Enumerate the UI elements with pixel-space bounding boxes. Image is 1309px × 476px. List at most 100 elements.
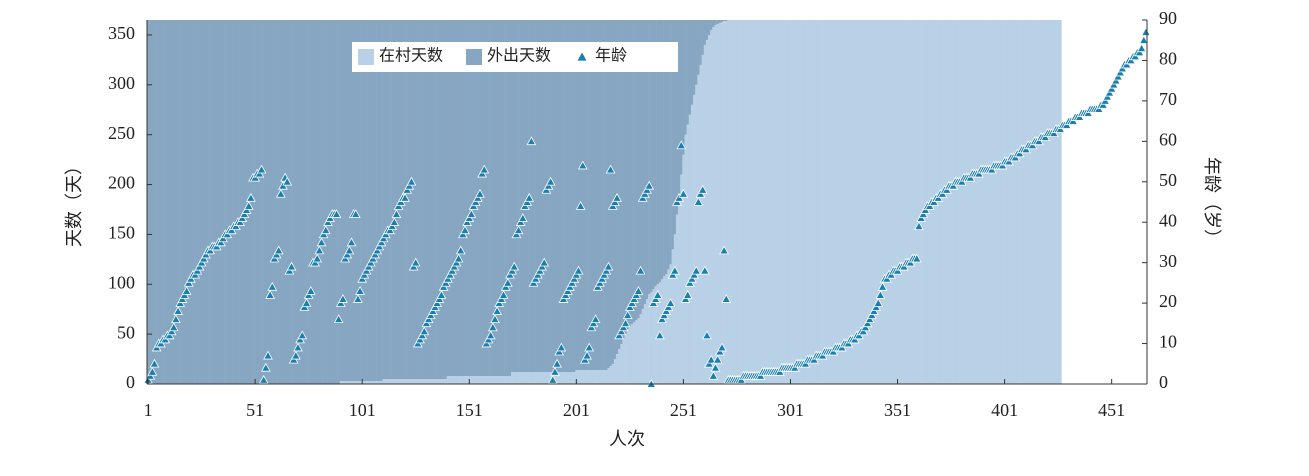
bar [575, 370, 578, 384]
bar [924, 20, 927, 384]
bar [990, 20, 994, 384]
bar [881, 20, 884, 384]
bar [1046, 20, 1049, 384]
bar [541, 372, 544, 384]
bar [459, 376, 463, 384]
bar [654, 20, 657, 287]
bar [708, 34, 711, 385]
bar [526, 372, 529, 384]
bar [395, 20, 398, 380]
y-tick-label: 50 [117, 322, 135, 342]
bar [157, 20, 161, 384]
y2-axis-label: 年龄（岁） [1202, 157, 1222, 247]
bar [466, 20, 469, 377]
x-axis-label: 人次 [609, 429, 645, 449]
bar [624, 334, 627, 384]
age-marker [331, 209, 342, 218]
bar [226, 20, 229, 384]
bar [324, 20, 328, 384]
age-marker [498, 289, 509, 299]
age-marker [633, 285, 644, 295]
bar [523, 372, 527, 384]
bar [699, 64, 702, 384]
bar [1020, 20, 1024, 384]
bar [239, 20, 242, 384]
bar [979, 20, 983, 384]
bar [750, 20, 754, 384]
bar [853, 20, 857, 384]
bar [804, 20, 807, 384]
y2-tick-label: 50 [1159, 170, 1177, 190]
age-marker [453, 253, 464, 263]
age-marker [312, 253, 323, 263]
bar [738, 20, 741, 384]
bar [187, 20, 191, 384]
age-marker [333, 314, 344, 324]
bar [960, 20, 964, 384]
bar [476, 376, 480, 384]
age-marker [320, 225, 331, 235]
bar [266, 20, 270, 384]
bar [532, 372, 535, 384]
bar [1057, 20, 1060, 384]
bar [693, 94, 696, 384]
bar [742, 20, 745, 384]
bar [939, 20, 942, 384]
y-tick-label: 100 [108, 272, 135, 292]
bar [573, 372, 576, 384]
age-marker [173, 306, 183, 315]
bar [943, 20, 947, 384]
bar [845, 20, 848, 384]
bar [1042, 20, 1045, 384]
bar [365, 381, 368, 384]
bar [448, 20, 452, 377]
bar [483, 20, 486, 377]
bar [468, 20, 471, 377]
bar [451, 376, 454, 384]
bar [701, 20, 705, 55]
bar [493, 376, 497, 384]
y2-tick-label: 60 [1159, 129, 1177, 149]
bar [196, 20, 199, 384]
age-marker [487, 322, 498, 332]
age-marker [509, 261, 520, 271]
bar [624, 20, 627, 335]
bar [412, 20, 415, 380]
age-marker [605, 164, 616, 174]
bar [380, 20, 383, 382]
bar [388, 379, 392, 384]
age-marker [539, 257, 550, 267]
bar [594, 370, 597, 384]
bar [515, 20, 518, 373]
bar [305, 20, 308, 384]
bar [765, 20, 769, 384]
bar [397, 20, 400, 380]
age-marker [436, 289, 447, 299]
age-marker [181, 285, 192, 295]
bar [898, 20, 902, 384]
bar [902, 20, 906, 384]
age-marker [460, 225, 470, 235]
bar [496, 20, 499, 377]
bar [776, 20, 779, 384]
age-marker [669, 265, 680, 275]
age-marker [260, 362, 271, 372]
bar [344, 381, 347, 384]
bar [549, 372, 553, 384]
age-marker [556, 342, 567, 352]
bar [513, 372, 516, 384]
bar [286, 20, 289, 384]
bar [384, 379, 388, 384]
bar [577, 370, 580, 384]
bar [669, 20, 672, 265]
bar [290, 20, 293, 384]
bar [161, 20, 165, 384]
bar [643, 304, 647, 384]
bar [508, 20, 512, 377]
bar [185, 20, 188, 384]
bar [611, 364, 615, 384]
bar [333, 20, 336, 384]
bar [577, 20, 580, 371]
bar [350, 20, 353, 382]
